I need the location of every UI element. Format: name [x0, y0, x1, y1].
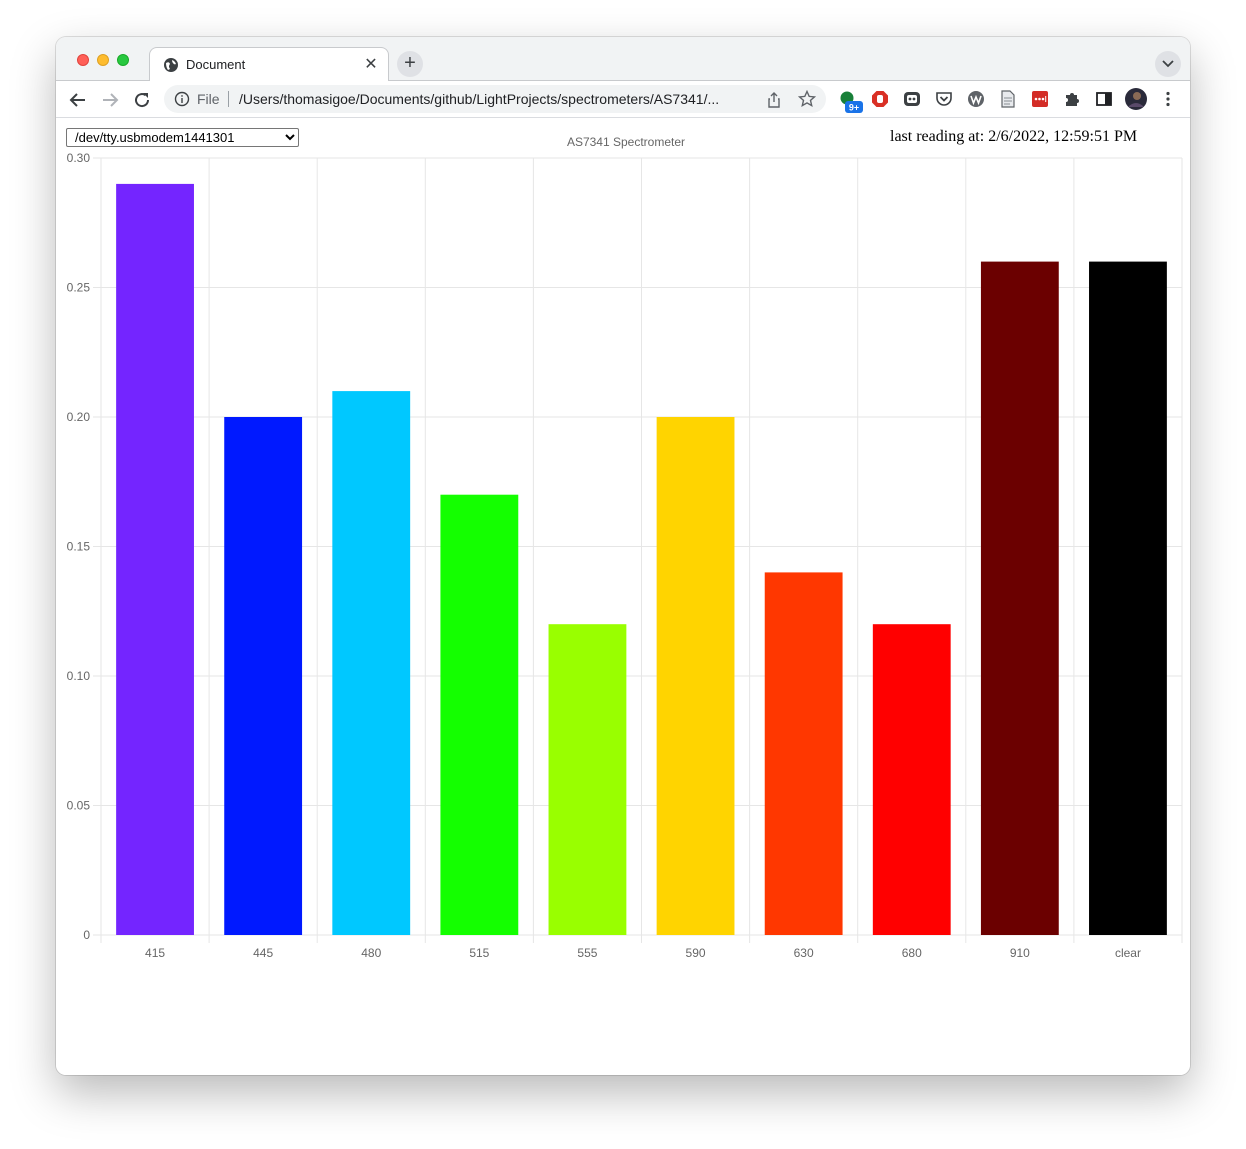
back-button[interactable] — [66, 88, 90, 112]
x-tick-label: 590 — [686, 946, 706, 960]
extension-badge: 9+ — [849, 103, 859, 113]
x-tick-label: 630 — [794, 946, 814, 960]
tab-document[interactable]: Document ✕ — [149, 47, 389, 82]
x-tick-label: 415 — [145, 946, 165, 960]
tab-close-icon[interactable]: ✕ — [364, 56, 378, 73]
more-menu-icon[interactable] — [1159, 90, 1177, 108]
chevron-down-icon — [1162, 60, 1174, 68]
bar-515 — [440, 494, 519, 935]
bar-480 — [332, 391, 411, 936]
y-tick-label: 0.30 — [67, 151, 91, 165]
globe-icon — [164, 58, 178, 72]
extension-puzzle-face-icon[interactable] — [903, 90, 921, 108]
y-tick-label: 0 — [83, 928, 90, 942]
tab-strip: Document ✕ + — [56, 37, 1190, 82]
y-tick-label: 0.20 — [67, 410, 91, 424]
close-window-button[interactable] — [77, 54, 89, 66]
x-tick-label: 910 — [1010, 946, 1030, 960]
minimize-window-button[interactable] — [97, 54, 109, 66]
bar-415 — [116, 183, 194, 935]
reload-button[interactable] — [130, 88, 154, 112]
info-icon[interactable] — [174, 91, 190, 107]
pocket-icon[interactable] — [935, 90, 953, 108]
zoom-window-button[interactable] — [117, 54, 129, 66]
back-arrow-icon — [69, 93, 85, 107]
forward-arrow-icon — [103, 93, 119, 107]
page-content: 0 0.05 0.10 0.15 0.20 0.25 0.30 415 445 480 515 555… — [56, 118, 1190, 1075]
url-separator — [228, 91, 229, 107]
adblock-icon[interactable] — [871, 90, 889, 108]
last-reading-text: last reading at: 2/6/2022, 12:59:51 PM — [890, 128, 1137, 146]
address-bar[interactable]: File /Users/thomasigoe/Documents/github/… — [164, 85, 826, 113]
side-panel-icon[interactable] — [1095, 90, 1113, 108]
y-tick-label: 0.05 — [67, 799, 91, 813]
x-tick-label: 445 — [253, 946, 273, 960]
browser-toolbar: File /Users/thomasigoe/Documents/github/… — [56, 81, 1190, 118]
browser-window: Document ✕ + File /Users/thomasigoe/Docu… — [56, 37, 1190, 1075]
tab-title: Document — [186, 57, 246, 72]
new-tab-button[interactable]: + — [397, 51, 423, 77]
x-tick-label: 680 — [902, 946, 922, 960]
last-reading-time: 2/6/2022, 12:59:51 PM — [988, 128, 1138, 145]
last-reading-label: last reading at: — [890, 128, 985, 145]
serial-port-select[interactable]: /dev/tty.usbmodem1441301 — [66, 128, 299, 147]
bookmark-star-icon[interactable] — [798, 90, 816, 108]
extensions-puzzle-icon[interactable] — [1063, 90, 1081, 108]
bar-445 — [224, 417, 303, 935]
x-tick-label: 555 — [577, 946, 597, 960]
tab-search-button[interactable] — [1155, 51, 1181, 77]
bar-680 — [872, 624, 951, 935]
x-tick-label: clear — [1115, 946, 1141, 960]
y-tick-label: 0.15 — [67, 540, 91, 554]
share-icon[interactable] — [766, 91, 782, 109]
reload-icon — [135, 93, 150, 108]
bar-910 — [980, 261, 1059, 936]
y-tick-label: 0.10 — [67, 669, 91, 683]
profile-avatar[interactable] — [1125, 88, 1147, 110]
document-icon[interactable] — [999, 90, 1017, 108]
bar-630 — [764, 572, 843, 935]
wordpress-icon[interactable] — [967, 90, 985, 108]
y-tick-label: 0.25 — [67, 281, 91, 295]
url-text[interactable]: /Users/thomasigoe/Documents/github/Light… — [239, 91, 720, 107]
chart-title: AS7341 Spectrometer — [566, 135, 686, 149]
bar-590 — [656, 417, 735, 935]
x-tick-label: 480 — [361, 946, 381, 960]
x-tick-label: 515 — [469, 946, 489, 960]
url-scheme: File — [197, 91, 220, 107]
lastpass-icon[interactable] — [1031, 90, 1049, 108]
spectrometer-bar-chart: 0 0.05 0.10 0.15 0.20 0.25 0.30 415 445 480 515 555… — [67, 151, 1183, 960]
bar-clear — [1089, 261, 1167, 936]
forward-button[interactable] — [98, 88, 122, 112]
extension-green-dot-icon[interactable]: 9+ — [839, 90, 863, 113]
bar-555 — [548, 624, 627, 935]
